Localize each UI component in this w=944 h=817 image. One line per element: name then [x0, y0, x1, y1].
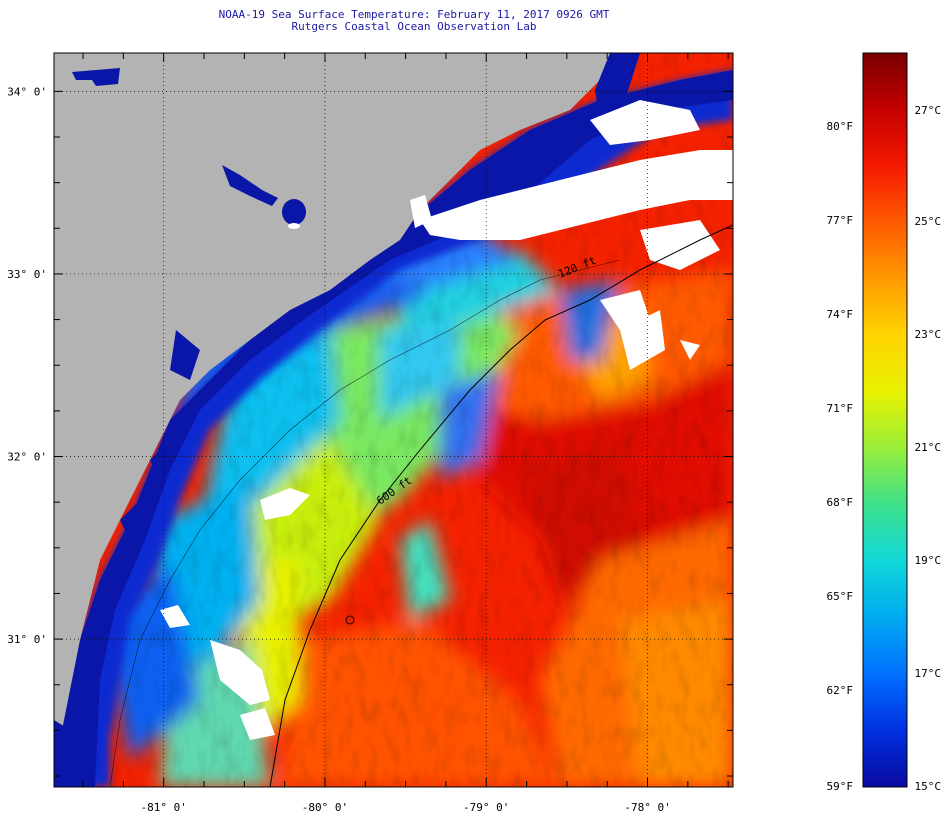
latitude-labels: 34° 0' 33° 0' 32° 0' 31° 0'	[7, 85, 47, 646]
lon-tick-label: -79° 0'	[463, 801, 509, 814]
land-mass	[54, 53, 610, 787]
colorbar-c-label: 15°C	[915, 780, 942, 793]
colorbar-c-label: 27°C	[915, 104, 942, 117]
lat-tick-label: 31° 0'	[7, 633, 47, 646]
colorbar-c-label: 25°C	[915, 215, 942, 228]
colorbar-f-label: 62°F	[827, 684, 854, 697]
colorbar-frame	[862, 52, 908, 788]
colorbar-f-label: 77°F	[827, 214, 854, 227]
isobath-120ft	[109, 259, 621, 787]
estuary	[54, 720, 70, 787]
longitude-labels: -81° 0' -80° 0' -79° 0' -78° 0'	[140, 801, 670, 814]
lat-tick-label: 32° 0'	[7, 451, 47, 464]
cloud-patch	[288, 223, 300, 229]
map-title: NOAA-19 Sea Surface Temperature: Februar…	[218, 8, 610, 21]
colorbar-f-label: 80°F	[827, 120, 854, 133]
lon-tick-label: -81° 0'	[140, 801, 186, 814]
sound-water	[595, 53, 640, 120]
cloud-cover	[160, 100, 733, 740]
colorbar-c-label: 17°C	[915, 667, 942, 680]
colorbar-c-label: 23°C	[915, 328, 942, 341]
nearshore-cold-band	[54, 70, 733, 787]
isobath-600ft	[269, 224, 733, 787]
lat-tick-label: 33° 0'	[7, 268, 47, 281]
colorbar-celsius-labels: 27°C 25°C 23°C 21°C 19°C 17°C 15°C	[915, 104, 942, 793]
estuary	[120, 500, 150, 540]
colorbar-f-label: 74°F	[827, 308, 854, 321]
colorbar-c-label: 19°C	[915, 554, 942, 567]
map-subtitle: Rutgers Coastal Ocean Observation Lab	[291, 20, 537, 33]
isobath-feature	[345, 615, 355, 625]
inland-lake	[282, 199, 306, 225]
colorbar-fahrenheit-labels: 80°F 77°F 74°F 71°F 68°F 65°F 62°F 59°F	[827, 120, 854, 793]
estuary	[170, 330, 200, 380]
colorbar-c-label: 21°C	[915, 441, 942, 454]
inland-lake	[222, 165, 278, 206]
axis-ticks	[54, 53, 733, 787]
lon-tick-label: -78° 0'	[624, 801, 670, 814]
map-area: 120 ft 600 ft	[54, 53, 733, 787]
lon-tick-label: -80° 0'	[302, 801, 348, 814]
colorbar-f-label: 59°F	[827, 780, 854, 793]
colorbar	[863, 53, 907, 787]
inland-lake	[72, 68, 120, 86]
map-frame	[53, 52, 734, 788]
colorbar-f-label: 71°F	[827, 402, 854, 415]
colorbar-f-label: 68°F	[827, 496, 854, 509]
estuary	[150, 440, 175, 480]
lat-tick-label: 34° 0'	[7, 85, 47, 98]
colorbar-f-label: 65°F	[827, 590, 854, 603]
